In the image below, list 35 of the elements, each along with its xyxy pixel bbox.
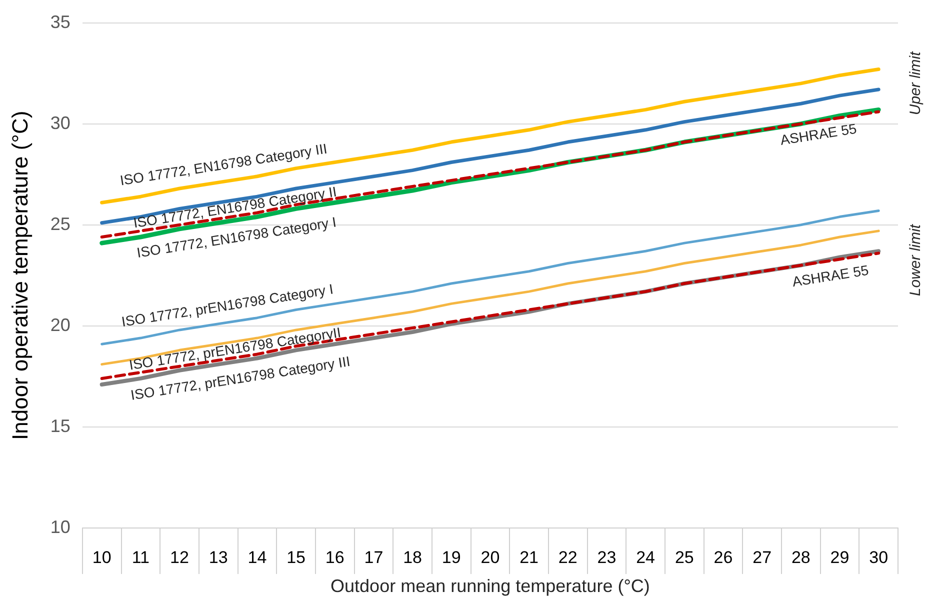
x-tick-label: 13: [208, 548, 228, 567]
x-tick-label: 14: [248, 548, 267, 567]
x-tick-label: 16: [325, 548, 344, 567]
x-tick-label: 18: [403, 548, 422, 567]
y-tick-label: 35: [50, 12, 70, 32]
x-tick-label: 27: [752, 548, 772, 567]
text: ISO 17772, prEN16798 Category I: [120, 280, 334, 330]
text: ASHRAE 55: [779, 120, 858, 148]
x-tick-label: 19: [442, 548, 461, 567]
text: Lower limit: [907, 224, 924, 296]
y-axis-title: Indoor operative temperature (°C): [7, 110, 32, 440]
x-tick-label: 17: [364, 548, 384, 567]
y-tick-label: 10: [50, 516, 70, 537]
x-tick-label: 11: [132, 548, 150, 567]
x-tick-label: 30: [869, 548, 888, 567]
x-tick-label: 10: [92, 548, 112, 567]
y-tick-label: 30: [50, 112, 70, 133]
text: ISO 17772, EN16798 Category III: [118, 140, 328, 188]
x-axis-title: Outdoor mean running temperature (°C): [330, 576, 650, 596]
x-tick-label: 24: [636, 548, 656, 567]
y-tick-label: 25: [50, 214, 70, 234]
x-tick-label: 20: [480, 548, 500, 567]
y-tick-label: 15: [50, 416, 70, 436]
x-tick-label: 23: [597, 548, 616, 567]
x-tick-label: 21: [520, 548, 539, 567]
x-tick-label: 25: [674, 548, 694, 567]
text: Uper limit: [907, 50, 924, 116]
x-tick-label: 28: [791, 548, 810, 567]
x-tick-label: 15: [286, 548, 306, 567]
x-tick-label: 29: [830, 548, 850, 567]
x-tick-label: 12: [170, 548, 189, 567]
y-tick-label: 20: [50, 314, 70, 335]
x-tick-label: 22: [558, 548, 578, 567]
text: ASHRAE 55: [791, 262, 870, 290]
x-tick-label: 26: [714, 548, 733, 567]
